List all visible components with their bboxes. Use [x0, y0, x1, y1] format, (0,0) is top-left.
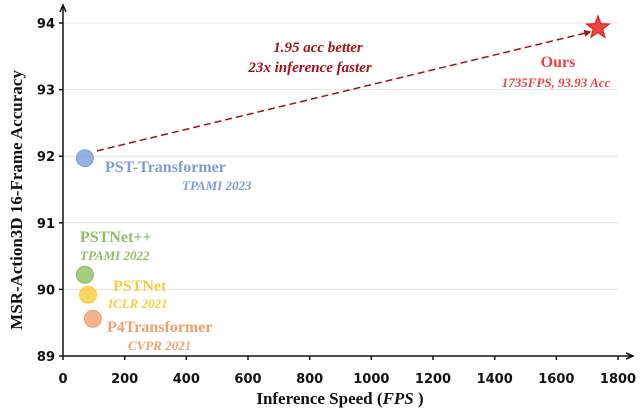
point-name-label: P4Transformer — [107, 319, 212, 336]
x-tick-labels: 0 200 400 600 800 1000 1200 1400 1600 1800 — [58, 372, 636, 387]
x-tick-label: 1200 — [415, 372, 451, 387]
x-tick-label: 1600 — [538, 372, 574, 387]
y-tick-label: 94 — [37, 17, 55, 32]
point-venue-label: 1735FPS, 93.93 Acc — [502, 75, 611, 90]
improvement-arrow — [96, 29, 592, 152]
x-tick-label: 0 — [58, 372, 67, 387]
x-tick-label: 200 — [111, 372, 138, 387]
annotation-line-1: 1.95 acc better — [273, 40, 363, 56]
point-pst-transformer — [75, 149, 94, 168]
point-name-label: PST-Transformer — [105, 159, 226, 176]
x-tick-label: 600 — [234, 372, 261, 387]
x-axis-label-unit: FPS — [382, 389, 414, 408]
point-name-label: PSTNet — [113, 278, 167, 295]
y-tick-labels: 89 90 91 92 93 94 — [37, 17, 55, 365]
star-marker-ours — [585, 14, 611, 39]
y-axis-label: MSR-Action3D 16-Frame Accuracy — [7, 70, 26, 330]
point-pstnet- — [75, 265, 94, 284]
gridlines — [63, 22, 618, 290]
x-axis-label-main: Inference Speed ( — [256, 389, 383, 408]
point-pstnet — [78, 285, 97, 304]
data-points — [75, 14, 611, 328]
x-tick-label: 800 — [296, 372, 323, 387]
arrow-head — [583, 29, 592, 37]
y-tick-label: 91 — [37, 217, 55, 232]
point-venue-label: ICLR 2021 — [107, 296, 168, 311]
point-p4transformer — [83, 309, 102, 328]
annotation-line-2: 23x inference faster — [247, 60, 371, 76]
x-axis-label: Inference Speed (FPS ) — [256, 389, 423, 408]
x-axis-label-end: ) — [414, 389, 424, 408]
y-tick-label: 90 — [37, 283, 55, 298]
y-axis-arrowhead — [59, 3, 67, 13]
point-labels: PST-Transformer TPAMI 2023 PSTNet++ TPAMI 2… — [80, 54, 611, 353]
x-tick-label: 1400 — [477, 372, 513, 387]
point-venue-label: TPAMI 2022 — [80, 248, 150, 263]
point-venue-label: CVPR 2021 — [128, 338, 191, 353]
x-tick-label: 1000 — [353, 372, 389, 387]
axes — [59, 3, 635, 360]
y-tick-label: 92 — [37, 150, 55, 165]
x-tick-label: 1800 — [600, 372, 636, 387]
x-axis-arrowhead — [625, 352, 635, 360]
point-venue-label: TPAMI 2023 — [182, 178, 252, 193]
point-name-label: Ours — [541, 54, 576, 71]
y-tick-label: 89 — [37, 350, 55, 365]
arrow-line — [96, 32, 586, 152]
point-name-label: PSTNet++ — [80, 229, 152, 246]
y-tick-label: 93 — [37, 84, 55, 99]
x-tick-label: 400 — [173, 372, 200, 387]
